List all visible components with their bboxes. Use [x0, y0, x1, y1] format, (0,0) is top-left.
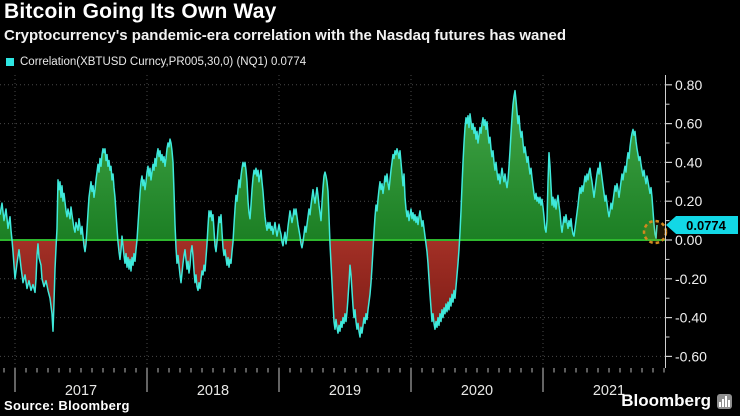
last-value-badge: 0.0774	[666, 216, 738, 234]
gridlines	[0, 75, 666, 368]
y-axis: 0.80 0.60 0.40 0.20 0.00 -0.20 -0.40 -0.60	[665, 75, 707, 368]
y-axis-label: -0.60	[675, 348, 707, 364]
bloomberg-terminal-icon	[717, 393, 732, 409]
chart-legend: Correlation(XBTUSD Curncy,PR005,30,0) (N…	[6, 56, 306, 68]
last-value-text: 0.0774	[686, 217, 726, 233]
x-axis-year-label: 2021	[593, 383, 625, 399]
legend-swatch-icon	[6, 58, 14, 66]
endpoint-marker-icon	[642, 219, 668, 245]
x-axis-year-label: 2019	[329, 383, 361, 399]
x-axis-year-label: 2017	[65, 383, 97, 399]
y-axis-label: 0.80	[675, 77, 702, 93]
correlation-line	[0, 89, 658, 338]
y-axis-label: 0.00	[675, 232, 702, 248]
y-axis-label: 0.40	[675, 154, 702, 170]
bloomberg-logo: Bloomberg	[621, 391, 732, 411]
x-axis: 2017 2018 2019 2020 2021	[3, 368, 665, 399]
legend-label: Correlation(XBTUSD Curncy,PR005,30,0) (N…	[20, 56, 307, 68]
page-title: Bitcoin Going Its Own Way	[4, 0, 277, 23]
source-credit: Source: Bloomberg	[4, 398, 130, 413]
y-axis-label: -0.40	[675, 310, 707, 326]
chart-subtitle: Cryptocurrency's pandemic-era correlatio…	[4, 27, 567, 44]
bloomberg-logo-text: Bloomberg	[621, 391, 711, 410]
y-axis-label: 0.20	[675, 193, 702, 209]
x-axis-year-label: 2018	[197, 383, 229, 399]
x-axis-year-label: 2020	[461, 383, 493, 399]
y-axis-label: -0.20	[675, 271, 707, 287]
positive-area	[0, 90, 657, 240]
y-axis-label: 0.60	[675, 116, 702, 132]
